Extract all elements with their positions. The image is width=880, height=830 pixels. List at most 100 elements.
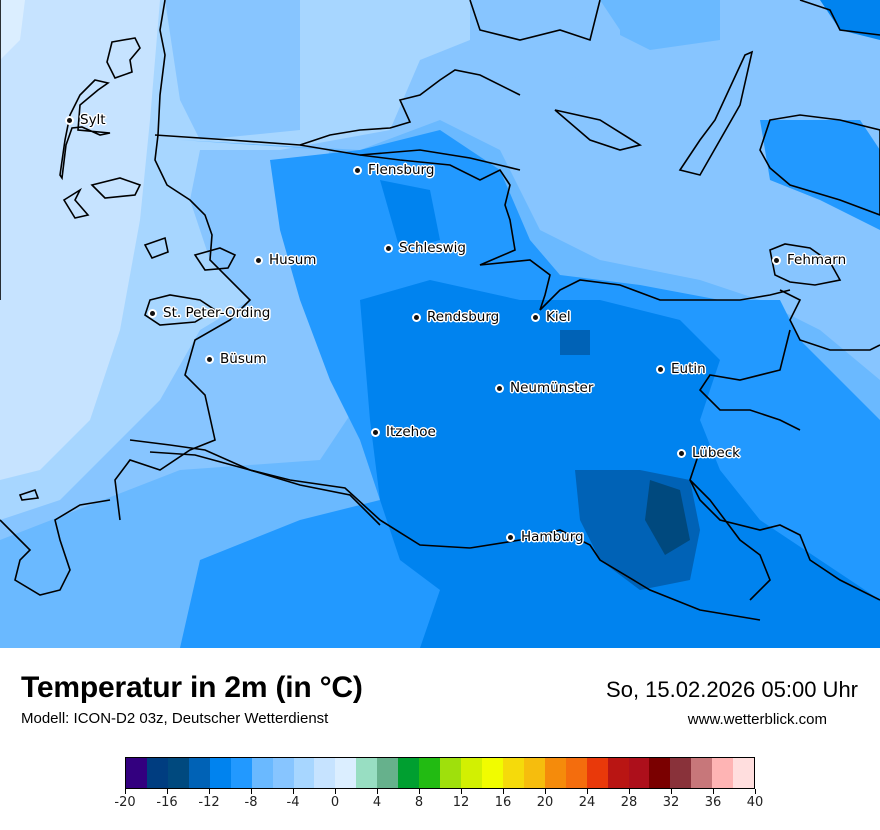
- city-marker: Rendsburg: [414, 309, 499, 325]
- colorbar-segment: [188, 758, 210, 788]
- tick-label: 0: [330, 795, 340, 810]
- city-marker: Sylt: [67, 112, 106, 128]
- city-dot-icon: [355, 167, 360, 173]
- city-marker: Itzehoe: [373, 424, 436, 440]
- city-marker: Schleswig: [386, 240, 466, 256]
- city-marker: Kiel: [533, 309, 571, 325]
- colorbar-segment: [314, 758, 336, 788]
- city-marker: Eutin: [658, 361, 706, 377]
- city-marker: St. Peter-Ording: [150, 305, 270, 321]
- colorbar-segment: [502, 758, 524, 788]
- colorbar-segment: [126, 758, 147, 788]
- colorbar-segment: [419, 758, 441, 788]
- tick-label: 28: [620, 795, 638, 810]
- city-label: Flensburg: [368, 162, 435, 178]
- city-marker: Lübeck: [679, 445, 740, 461]
- tick-label: -8: [244, 795, 258, 810]
- colorbar-segment: [461, 758, 482, 788]
- tick-label: 4: [372, 795, 382, 810]
- tick-mark: [334, 789, 336, 794]
- colorbar-segment: [523, 758, 545, 788]
- city-dot-icon: [414, 314, 419, 320]
- colorbar-segment: [607, 758, 629, 788]
- tick-label: 16: [494, 795, 512, 810]
- colorbar-segment: [712, 758, 734, 788]
- map-title: Temperatur in 2m (in °C): [21, 671, 363, 704]
- colorbar-segment: [628, 758, 650, 788]
- tick-mark: [586, 789, 588, 794]
- city-dot-icon: [508, 534, 513, 540]
- city-label: Fehmarn: [787, 252, 847, 268]
- city-dot-icon: [373, 429, 378, 435]
- tick-mark: [292, 789, 294, 794]
- city-label: Büsum: [220, 351, 267, 367]
- city-marker: Fehmarn: [774, 252, 846, 268]
- city-dot-icon: [386, 245, 391, 251]
- colorbar-segment: [335, 758, 357, 788]
- colorbar-segment: [230, 758, 252, 788]
- colorbar-segment: [209, 758, 231, 788]
- tick-mark: [208, 789, 210, 794]
- colorbar-segment: [146, 758, 168, 788]
- tick-mark: [166, 789, 168, 794]
- tick-mark: [460, 789, 462, 794]
- city-label: Neumünster: [510, 380, 594, 396]
- colorbar-segment: [733, 758, 755, 788]
- tick-label: 12: [452, 795, 470, 810]
- tick-mark: [628, 789, 630, 794]
- colorbar-segment: [251, 758, 273, 788]
- tick-label: 40: [746, 795, 764, 810]
- website-link[interactable]: www.wetterblick.com: [687, 711, 827, 728]
- tick-label: -4: [286, 795, 300, 810]
- tick-mark: [544, 789, 546, 794]
- colorbar-segment: [565, 758, 587, 788]
- city-dot-icon: [497, 385, 502, 391]
- tick-label: -16: [156, 795, 178, 810]
- city-label: Rendsburg: [427, 309, 500, 325]
- city-label: Kiel: [546, 309, 571, 325]
- colorbar-segment: [691, 758, 713, 788]
- tick-label: 20: [536, 795, 554, 810]
- tick-mark: [670, 789, 672, 794]
- tick-mark: [754, 789, 756, 794]
- tick-mark: [376, 789, 378, 794]
- tick-label: -12: [198, 795, 220, 810]
- city-label: Hamburg: [521, 529, 584, 545]
- tick-label: 36: [704, 795, 722, 810]
- city-dot-icon: [658, 366, 663, 372]
- city-label: Itzehoe: [386, 424, 436, 440]
- city-dot-icon: [207, 356, 212, 362]
- city-label: Sylt: [80, 112, 106, 128]
- colorbar-ticks: -20 -16 -12 -8 -4 0 4 8 12 16 20 24 28 32 36 40: [114, 789, 763, 819]
- tick-label: -20: [114, 795, 136, 810]
- temperature-map: Sylt Flensburg Schleswig Husum Fehmarn St. Pe…: [0, 0, 880, 648]
- city-dot-icon: [256, 257, 261, 263]
- tick-mark: [250, 789, 252, 794]
- city-label: Husum: [269, 252, 317, 268]
- colorbar-segment: [670, 758, 692, 788]
- city-dot-icon: [533, 314, 538, 320]
- city-dot-icon: [67, 117, 72, 123]
- city-marker: Büsum: [207, 351, 267, 367]
- colorbar-segment: [293, 758, 315, 788]
- city-marker: Hamburg: [508, 529, 584, 545]
- city-label: Eutin: [671, 361, 706, 377]
- city-label: Lübeck: [692, 445, 740, 461]
- colorbar-segment: [356, 758, 378, 788]
- colorbar-segment: [377, 758, 399, 788]
- city-marker: Husum: [256, 252, 316, 268]
- city-marker: Neumünster: [497, 380, 593, 396]
- colorbar-segment: [481, 758, 503, 788]
- temperature-field: [0, 0, 880, 648]
- colorbar-segment: [649, 758, 671, 788]
- model-source: Modell: ICON-D2 03z, Deutscher Wetterdie…: [21, 710, 329, 727]
- city-label: St. Peter-Ording: [163, 305, 271, 321]
- tick-mark: [418, 789, 420, 794]
- tick-mark: [124, 789, 126, 794]
- colorbar-segment: [272, 758, 294, 788]
- city-marker: Flensburg: [355, 162, 434, 178]
- tick-label: 32: [662, 795, 680, 810]
- colorbar-segment: [440, 758, 461, 788]
- city-dot-icon: [150, 310, 155, 316]
- city-dot-icon: [774, 257, 779, 263]
